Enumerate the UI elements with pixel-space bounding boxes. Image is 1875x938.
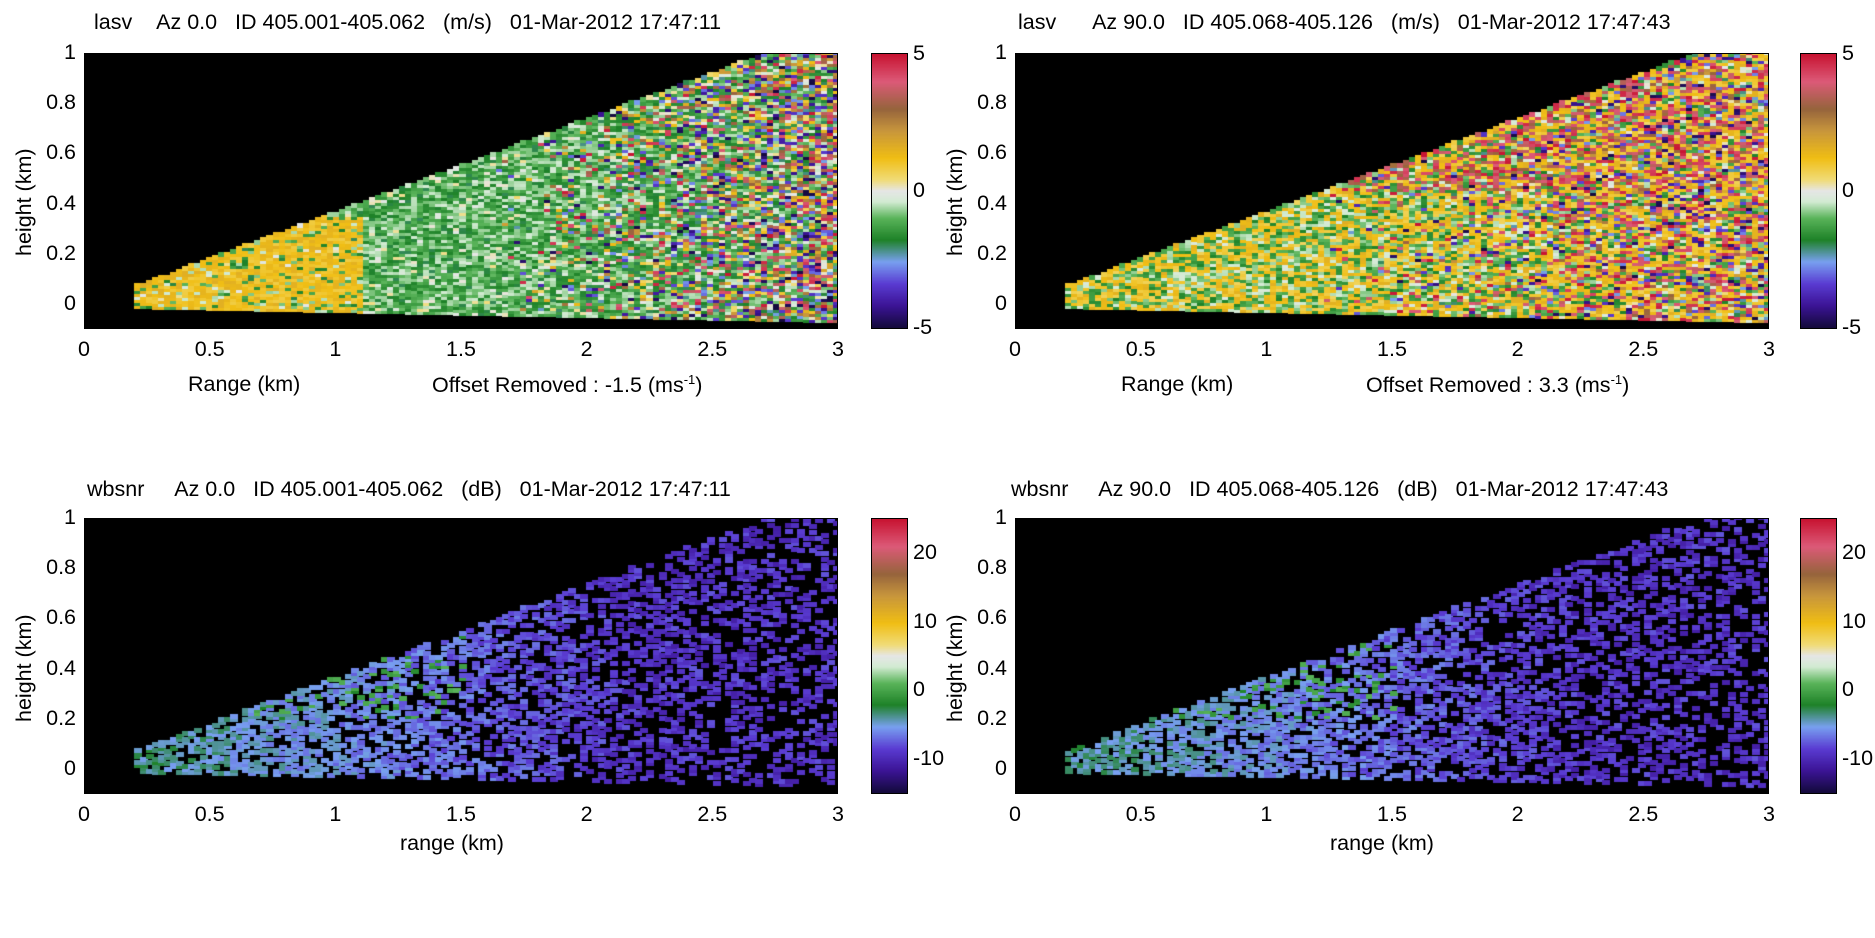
chart-title: lasv Az 90.0 ID 405.068-405.126 (m/s) 01…	[1018, 10, 1671, 34]
y-tick-label: 1	[64, 505, 76, 529]
x-tick-label: 0	[1009, 337, 1021, 361]
colorbar-tick-label: 20	[913, 540, 937, 565]
colorbar-tick-label: 0	[1842, 677, 1854, 702]
y-tick-label: 0.4	[46, 655, 76, 680]
x-tick-label: 1.5	[446, 337, 476, 361]
y-tick-label: 0	[64, 755, 76, 780]
x-tick-label: 3	[1763, 337, 1775, 361]
heatmap-plot-area	[1015, 53, 1769, 329]
chart-title: wbsnr Az 90.0 ID 405.068-405.126 (dB) 01…	[1011, 477, 1669, 501]
x-tick-label: 2	[1511, 337, 1524, 361]
colorbar	[1800, 53, 1837, 329]
colorbar	[871, 518, 908, 794]
x-tick-label: 2.5	[1628, 337, 1659, 361]
y-tick-label: 1	[995, 40, 1007, 64]
x-tick-label: 0	[78, 802, 90, 826]
y-tick-label: 0.8	[46, 90, 76, 115]
x-tick-label: 0.5	[1125, 337, 1156, 361]
colorbar-tick-label: -10	[1842, 745, 1874, 770]
colorbar-tick-label: 0	[913, 677, 925, 702]
x-tick-label: 1	[329, 802, 342, 826]
x-axis-label: range (km)	[400, 831, 504, 855]
y-axis-label: height (km)	[943, 148, 967, 256]
x-tick-label: 3	[832, 802, 844, 826]
colorbar-tick-label: 10	[1842, 608, 1866, 633]
y-tick-label: 0.2	[46, 705, 76, 730]
x-tick-label: 1	[329, 337, 342, 361]
chart-title: lasv Az 0.0 ID 405.001-405.062 (m/s) 01-…	[94, 10, 722, 34]
heatmap-plot-area	[84, 518, 838, 794]
colorbar-tick-label: 0	[1842, 178, 1854, 202]
colorbar-tick-label: 0	[913, 178, 925, 202]
colorbar-tick-label: 5	[913, 41, 925, 65]
x-tick-label: 2	[580, 802, 593, 826]
x-tick-label: 1.5	[1377, 802, 1407, 826]
offset-note: Offset Removed : -1.5 (ms-1)	[432, 372, 703, 398]
x-tick-label: 2.5	[697, 337, 728, 361]
x-tick-label: 3	[1763, 802, 1775, 826]
y-tick-label: 0	[995, 755, 1007, 780]
chart-title: wbsnr Az 0.0 ID 405.001-405.062 (dB) 01-…	[87, 477, 731, 501]
x-tick-label: 2	[580, 337, 593, 361]
y-tick-label: 0.4	[977, 190, 1007, 215]
y-tick-label: 0.2	[977, 240, 1007, 265]
x-tick-label: 2.5	[1628, 802, 1659, 826]
x-tick-label: 0.5	[194, 802, 225, 826]
y-axis-label: height (km)	[12, 148, 36, 256]
y-tick-label: 0	[64, 290, 76, 315]
heatmap-plot-area	[84, 53, 838, 329]
y-tick-label: 0	[995, 290, 1007, 315]
x-axis-label: Range (km)	[188, 372, 301, 396]
colorbar-tick-label: -5	[1842, 315, 1862, 339]
y-tick-label: 0.6	[46, 140, 76, 165]
colorbar-tick-label: 10	[913, 608, 937, 633]
colorbar	[871, 53, 908, 329]
y-tick-label: 0.2	[977, 705, 1007, 730]
x-axis-label: range (km)	[1330, 831, 1434, 855]
y-axis-label: height (km)	[12, 614, 36, 722]
x-axis-label: Range (km)	[1121, 372, 1234, 396]
y-tick-label: 0.2	[46, 240, 76, 265]
x-tick-label: 0.5	[194, 337, 225, 361]
x-tick-label: 1	[1260, 802, 1273, 826]
colorbar-tick-label: 20	[1842, 540, 1866, 565]
offset-note: Offset Removed : 3.3 (ms-1)	[1366, 372, 1630, 398]
y-tick-label: 0.8	[977, 555, 1007, 580]
y-tick-label: 0.8	[977, 90, 1007, 115]
colorbar-tick-label: 5	[1842, 41, 1854, 65]
x-tick-label: 1.5	[446, 802, 476, 826]
y-axis-label: height (km)	[943, 614, 967, 722]
x-tick-label: 2.5	[697, 802, 728, 826]
x-tick-label: 0.5	[1125, 802, 1156, 826]
x-tick-label: 0	[78, 337, 90, 361]
y-tick-label: 0.4	[46, 190, 76, 215]
x-tick-label: 1.5	[1377, 337, 1407, 361]
x-tick-label: 0	[1009, 802, 1021, 826]
colorbar-tick-label: -10	[913, 745, 945, 770]
y-tick-label: 0.4	[977, 655, 1007, 680]
heatmap-plot-area	[1015, 518, 1769, 794]
colorbar-tick-label: -5	[913, 315, 933, 339]
y-tick-label: 0.6	[46, 605, 76, 630]
x-tick-label: 1	[1260, 337, 1273, 361]
x-tick-label: 3	[832, 337, 844, 361]
y-tick-label: 0.6	[977, 140, 1007, 165]
y-tick-label: 1	[995, 505, 1007, 529]
x-tick-label: 2	[1511, 802, 1524, 826]
y-tick-label: 0.8	[46, 555, 76, 580]
colorbar	[1800, 518, 1837, 794]
y-tick-label: 0.6	[977, 605, 1007, 630]
y-tick-label: 1	[64, 40, 76, 64]
